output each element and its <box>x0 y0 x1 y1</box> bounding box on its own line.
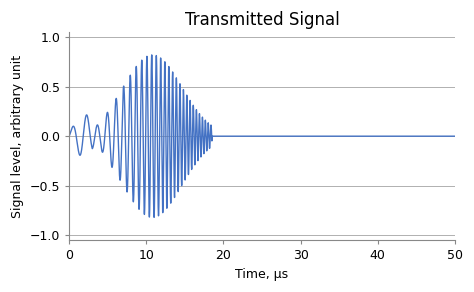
Y-axis label: Signal level, arbitrary unit: Signal level, arbitrary unit <box>11 55 24 218</box>
X-axis label: Time, μs: Time, μs <box>236 268 289 281</box>
Title: Transmitted Signal: Transmitted Signal <box>185 11 339 29</box>
